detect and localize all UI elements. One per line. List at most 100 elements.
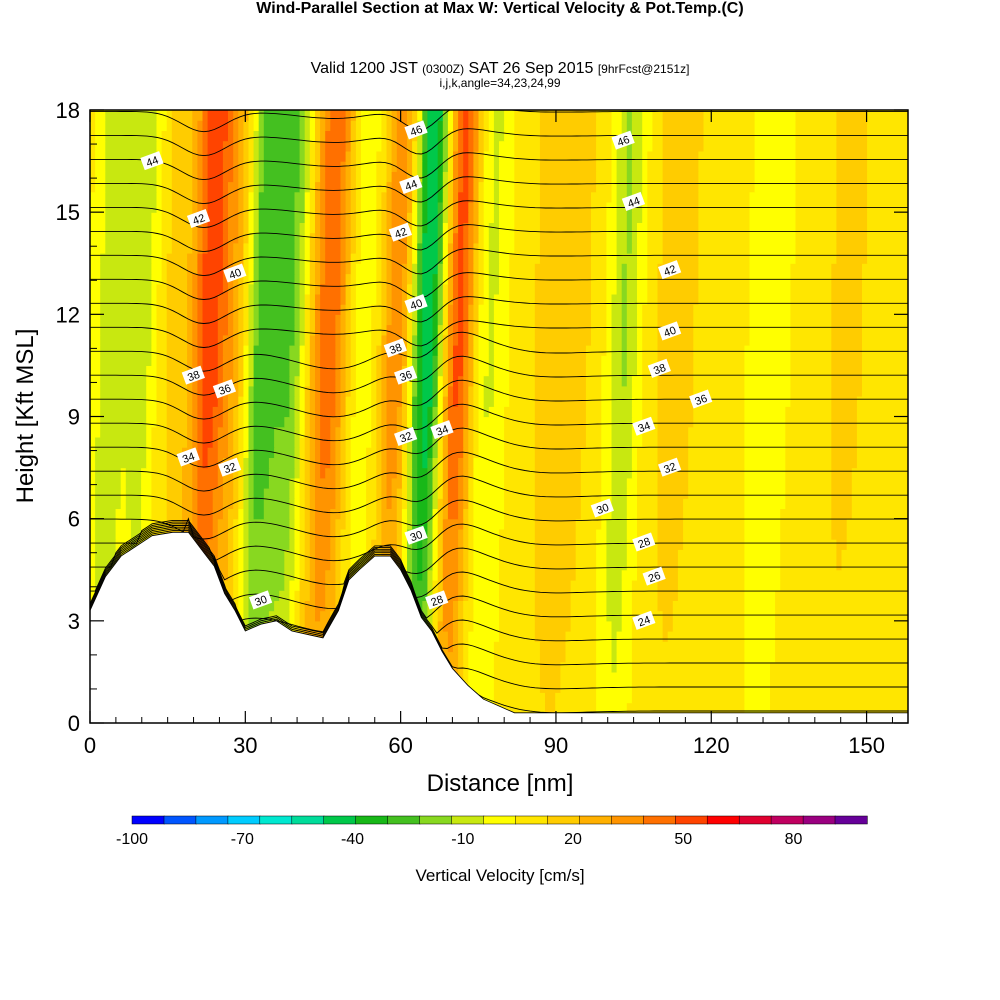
- velocity-cell: [427, 477, 434, 489]
- velocity-cell: [320, 110, 326, 121]
- velocity-cell: [447, 120, 454, 131]
- velocity-cell: [325, 590, 336, 601]
- velocity-cell: [458, 140, 464, 152]
- velocity-cell: [790, 283, 832, 295]
- velocity-cell: [437, 518, 444, 530]
- velocity-cell: [688, 447, 745, 458]
- velocity-cell: [243, 150, 250, 162]
- velocity-cell: [309, 498, 316, 509]
- velocity-cell: [432, 334, 439, 346]
- velocity-cell: [309, 365, 316, 377]
- velocity-cell: [637, 365, 643, 377]
- velocity-cell: [407, 222, 413, 234]
- velocity-cell: [401, 508, 408, 520]
- velocity-cell: [626, 283, 638, 295]
- velocity-cell: [355, 212, 362, 223]
- velocity-cell: [427, 161, 439, 172]
- velocity-cell: [202, 457, 209, 469]
- velocity-cell: [233, 375, 239, 387]
- velocity-cell: [611, 508, 628, 520]
- isotherm-label-text: 28: [429, 594, 445, 609]
- velocity-cell: [447, 161, 454, 172]
- velocity-cell: [391, 293, 403, 305]
- velocity-cell: [90, 212, 106, 223]
- isotherm-label-text: 44: [145, 154, 161, 169]
- velocity-cell: [534, 600, 572, 612]
- velocity-cell: [463, 365, 469, 377]
- velocity-cell: [432, 477, 439, 489]
- velocity-cell: [565, 651, 597, 663]
- colorbar-swatch: [515, 815, 549, 825]
- velocity-cell: [304, 508, 311, 520]
- velocity-cell: [233, 140, 239, 152]
- velocity-cell: [447, 191, 454, 203]
- velocity-cell: [463, 406, 469, 418]
- velocity-cell: [856, 457, 908, 469]
- velocity-cell: [417, 467, 428, 479]
- velocity-cell: [120, 477, 127, 489]
- velocity-cell: [616, 651, 633, 663]
- velocity-cell: [238, 569, 244, 581]
- velocity-cell: [289, 396, 296, 407]
- velocity-cell: [458, 610, 464, 622]
- velocity-cell: [698, 263, 751, 275]
- velocity-cell: [447, 488, 459, 499]
- velocity-cell: [611, 498, 628, 509]
- velocity-cell: [90, 396, 101, 407]
- velocity-cell: [299, 518, 306, 530]
- velocity-cell: [315, 508, 331, 520]
- velocity-cell: [463, 222, 469, 234]
- velocity-cell: [330, 549, 336, 561]
- velocity-cell: [350, 549, 367, 561]
- velocity-cell: [478, 140, 485, 152]
- velocity-cell: [401, 263, 408, 275]
- velocity-cell: [637, 283, 648, 295]
- velocity-cell: [596, 620, 612, 632]
- velocity-cell: [631, 406, 643, 418]
- velocity-cell: [233, 171, 239, 183]
- velocity-cell: [105, 181, 157, 193]
- velocity-cell: [642, 191, 648, 203]
- velocity-cell: [468, 488, 474, 499]
- velocity-cell: [100, 293, 152, 305]
- velocity-cell: [212, 426, 219, 438]
- velocity-cell: [749, 324, 791, 336]
- velocity-cell: [197, 324, 204, 336]
- velocity-cell: [422, 539, 428, 550]
- velocity-cell: [631, 212, 643, 223]
- velocity-cell: [478, 283, 485, 295]
- velocity-cell: [95, 447, 147, 458]
- velocity-cell: [468, 232, 474, 244]
- velocity-cell: [335, 365, 342, 377]
- velocity-cell: [335, 528, 342, 540]
- velocity-cell: [473, 150, 480, 162]
- velocity-cell: [202, 161, 209, 172]
- velocity-cell: [580, 508, 602, 520]
- velocity-cell: [248, 263, 255, 275]
- velocity-cell: [366, 447, 377, 458]
- velocity-cell: [463, 651, 469, 663]
- velocity-cell: [187, 396, 193, 407]
- velocity-cell: [447, 416, 464, 428]
- velocity-cell: [299, 580, 311, 591]
- velocity-cell: [299, 620, 306, 632]
- velocity-cell: [330, 436, 336, 448]
- velocity-cell: [662, 150, 699, 162]
- velocity-cell: [831, 498, 853, 509]
- velocity-cell: [626, 242, 633, 254]
- velocity-cell: [202, 375, 219, 387]
- velocity-cell: [345, 508, 352, 520]
- velocity-cell: [427, 498, 434, 509]
- velocity-cell: [345, 396, 357, 407]
- velocity-cell: [299, 569, 306, 581]
- velocity-cell: [371, 396, 377, 407]
- velocity-cell: [243, 222, 250, 234]
- velocity-cell: [166, 396, 188, 407]
- velocity-cell: [192, 334, 198, 346]
- velocity-cell: [345, 171, 352, 183]
- velocity-cell: [320, 396, 336, 407]
- velocity-cell: [621, 620, 633, 632]
- velocity-cell: [192, 426, 198, 438]
- velocity-cell: [228, 110, 234, 121]
